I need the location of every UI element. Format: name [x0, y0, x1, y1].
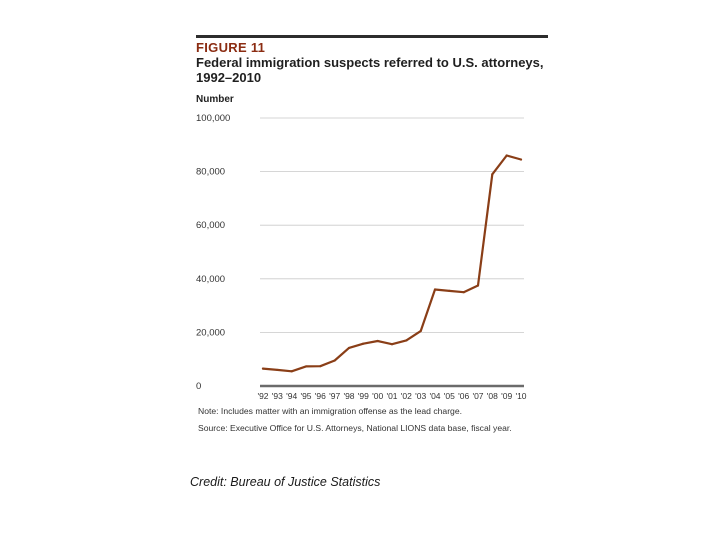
figure-11: FIGURE 11 Federal immigration suspects r… — [196, 35, 548, 445]
x-tick-label: '98 — [343, 391, 354, 401]
y-tick-label: 100,000 — [196, 113, 230, 124]
x-tick-label: '07 — [472, 391, 483, 401]
x-tick-label: '10 — [515, 391, 526, 401]
chart-note: Note: Includes matter with an immigratio… — [198, 406, 463, 416]
data-point — [462, 291, 465, 294]
x-tick-label: '09 — [501, 391, 512, 401]
data-point — [333, 359, 336, 362]
x-tick-label: '92 — [257, 391, 268, 401]
x-tick-label: '06 — [458, 391, 469, 401]
x-tick-label: '97 — [329, 391, 340, 401]
data-point — [276, 368, 279, 372]
y-tick-label: 60,000 — [196, 220, 225, 231]
chart-title: Federal immigration suspects referred to… — [196, 55, 544, 85]
data-point — [505, 154, 508, 157]
series-line — [261, 154, 523, 373]
y-axis-label: Number — [196, 94, 234, 105]
data-point — [519, 158, 523, 161]
x-tick-label: '05 — [444, 391, 455, 401]
data-point — [405, 339, 408, 342]
y-tick-labels: 0 20,000 40,000 60,000 80,000 100,000 — [196, 113, 230, 392]
figure-label: FIGURE 11 — [196, 40, 266, 55]
data-point — [261, 367, 265, 370]
x-tick-label: '99 — [358, 391, 369, 401]
x-tick-label: '04 — [429, 391, 440, 401]
x-tick-label: '03 — [415, 391, 426, 401]
y-tick-label: 80,000 — [196, 167, 225, 178]
x-tick-label: '02 — [401, 391, 412, 401]
x-tick-label: '96 — [315, 391, 326, 401]
series-layer — [261, 154, 523, 373]
data-point — [362, 342, 365, 345]
data-point — [290, 370, 293, 373]
data-point — [491, 173, 494, 176]
gridlines — [260, 117, 524, 333]
x-tick-label: '95 — [300, 391, 311, 401]
y-tick-label: 40,000 — [196, 274, 225, 285]
data-point — [419, 329, 422, 333]
chart-source: Source: Executive Office for U.S. Attorn… — [198, 423, 512, 433]
y-tick-label: 0 — [196, 381, 201, 392]
x-tick-label: '94 — [286, 391, 297, 401]
data-point — [376, 339, 379, 343]
data-point — [347, 346, 351, 350]
x-tick-label: '00 — [372, 391, 383, 401]
x-tick-label: '01 — [386, 391, 397, 401]
x-tick-label: '08 — [487, 391, 498, 401]
data-point — [433, 288, 437, 291]
data-point — [319, 365, 322, 368]
x-tick-labels: '92 '93'94'95 '96'97'98 '99'00'01 '02'03'04 '… — [257, 391, 526, 401]
data-point — [304, 365, 308, 368]
x-tick-label: '93 — [272, 391, 283, 401]
image-credit: Credit: Bureau of Justice Statistics — [190, 475, 381, 489]
data-point — [390, 343, 394, 346]
top-rule — [196, 35, 548, 38]
data-point — [476, 284, 480, 287]
y-tick-label: 20,000 — [196, 327, 225, 338]
data-point — [448, 289, 451, 292]
